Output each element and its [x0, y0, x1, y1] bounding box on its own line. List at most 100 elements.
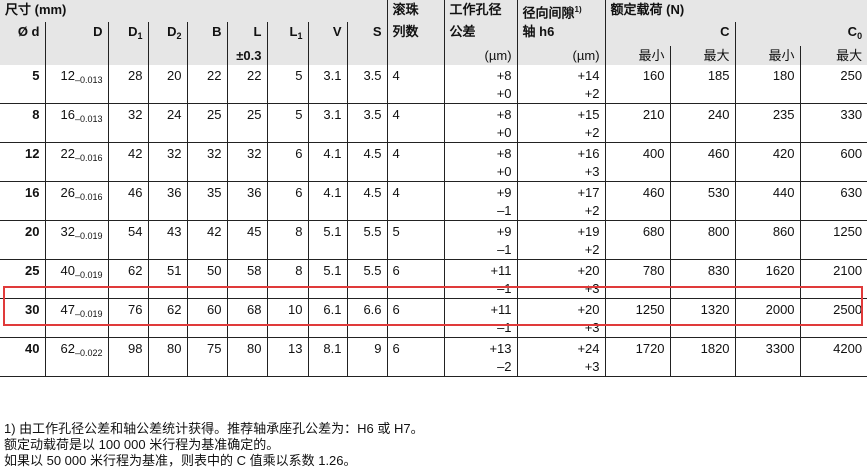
- cell-Cmax: 240: [670, 103, 736, 144]
- cell-D1: 42: [108, 142, 149, 183]
- cell-L: 22: [227, 65, 268, 105]
- cell-L: 58: [227, 259, 268, 300]
- cell-B: 22: [187, 65, 228, 105]
- cell-ball-rows: 5: [386, 220, 445, 261]
- cell-C0max: 250: [800, 65, 867, 105]
- cell-C0max: 4200: [800, 337, 867, 378]
- cell-Cmin: 1720: [605, 337, 671, 378]
- cell-D2: 32: [148, 142, 188, 183]
- cell-L1: 5: [267, 103, 309, 144]
- cell-L1: 6: [267, 181, 309, 222]
- bore-unit: (µm): [444, 46, 518, 66]
- cell-Cmax: 530: [670, 181, 736, 222]
- cell-d: 5: [0, 65, 46, 105]
- cell-S: 5.5: [347, 220, 388, 261]
- cell-D2: 62: [148, 298, 188, 339]
- cell-ball-rows: 4: [386, 142, 445, 183]
- cell-ball-rows: 4: [386, 103, 445, 144]
- cell-C0min: 2000: [735, 298, 801, 339]
- cell-D: 32–0.019: [45, 220, 109, 261]
- cell-D: 22–0.016: [45, 142, 109, 183]
- cell-C0min: 3300: [735, 337, 801, 378]
- cell-C0max: 600: [800, 142, 867, 183]
- cell-bore-tol: +9 –1: [444, 220, 518, 261]
- cell-D: 12–0.013: [45, 65, 109, 105]
- cell-C0min: 420: [735, 142, 801, 183]
- cell-Cmax: 830: [670, 259, 736, 300]
- cell-D2: 36: [148, 181, 188, 222]
- bore-header: 工作孔径: [444, 0, 518, 23]
- cell-S: 6.6: [347, 298, 388, 339]
- cell-B: 75: [187, 337, 228, 378]
- cell-L: 32: [227, 142, 268, 183]
- cell-B: 50: [187, 259, 228, 300]
- cell-L1: 13: [267, 337, 309, 378]
- cell-S: 5.5: [347, 259, 388, 300]
- table-row: 5 12–0.013 28 20 22 22 5 3.1 3.5 4 +8 +0 +14 +2 160 185…: [0, 65, 867, 105]
- table-row: 20 32–0.019 54 43 42 45 8 5.1 5.5 5 +9 –1 +19 +2 680 80…: [0, 220, 867, 261]
- cell-C0max: 2100: [800, 259, 867, 300]
- cell-C0max: 630: [800, 181, 867, 222]
- cell-Cmax: 800: [670, 220, 736, 261]
- table-row: 25 40–0.019 62 51 50 58 8 5.1 5.5 6 +11 –1 +20 +3 780 8…: [0, 259, 867, 300]
- cell-L1: 10: [267, 298, 309, 339]
- cell-S: 3.5: [347, 65, 388, 105]
- cell-D1: 46: [108, 181, 149, 222]
- cell-ball-rows: 4: [386, 65, 445, 105]
- cell-bore-tol: +8 +0: [444, 103, 518, 144]
- col-D1: D1: [108, 22, 149, 47]
- cell-ball-rows: 4: [386, 181, 445, 222]
- cell-V: 3.1: [308, 65, 348, 105]
- cell-bore-tol: +11 –1: [444, 259, 518, 300]
- cell-D1: 28: [108, 65, 149, 105]
- col-B: B: [187, 22, 228, 47]
- cell-Cmin: 160: [605, 65, 671, 105]
- note-line-2: 如果以 50 000 米行程为基准，则表中的 C 值乘以系数 1.26。: [4, 453, 357, 468]
- col-D: D: [45, 22, 109, 47]
- cell-clearance: +16 +3: [517, 142, 606, 183]
- cell-B: 60: [187, 298, 228, 339]
- C-min: 最小: [605, 46, 671, 66]
- cell-L: 45: [227, 220, 268, 261]
- cell-C0max: 330: [800, 103, 867, 144]
- cell-bore-tol: +8 +0: [444, 142, 518, 183]
- cell-clearance: +20 +3: [517, 298, 606, 339]
- cell-D2: 51: [148, 259, 188, 300]
- cell-B: 25: [187, 103, 228, 144]
- cell-D1: 32: [108, 103, 149, 144]
- cell-D1: 54: [108, 220, 149, 261]
- table-row: 16 26–0.016 46 36 35 36 6 4.1 4.5 4 +9 –1 +17 +2 460 53…: [0, 181, 867, 222]
- cell-L: 25: [227, 103, 268, 144]
- cell-S: 4.5: [347, 142, 388, 183]
- cell-Cmin: 680: [605, 220, 671, 261]
- cell-L: 80: [227, 337, 268, 378]
- cell-S: 9: [347, 337, 388, 378]
- cell-Cmin: 210: [605, 103, 671, 144]
- cell-bore-tol: +9 –1: [444, 181, 518, 222]
- cell-Cmin: 780: [605, 259, 671, 300]
- col-L: L: [227, 22, 268, 47]
- cell-Cmin: 460: [605, 181, 671, 222]
- note-line-1: 额定动载荷是以 100 000 米行程为基准确定的。: [4, 437, 280, 452]
- bearing-table: 尺寸 (mm) 滚珠 工作孔径 径向间隙1) 额定载荷 (N) Ø d D D1…: [0, 0, 867, 378]
- cell-C0min: 1620: [735, 259, 801, 300]
- cell-Cmax: 1320: [670, 298, 736, 339]
- bore-header-2: 公差: [444, 22, 518, 47]
- cell-V: 4.1: [308, 142, 348, 183]
- cell-ball-rows: 6: [386, 298, 445, 339]
- L-tolerance: ±0.3: [227, 46, 268, 66]
- cell-C0max: 2500: [800, 298, 867, 339]
- col-C0: C0: [735, 22, 867, 47]
- cell-clearance: +20 +3: [517, 259, 606, 300]
- cell-B: 32: [187, 142, 228, 183]
- cell-B: 42: [187, 220, 228, 261]
- load-header: 额定载荷 (N): [605, 0, 867, 23]
- cell-L1: 5: [267, 65, 309, 105]
- col-L1: L1: [267, 22, 309, 47]
- cell-D2: 43: [148, 220, 188, 261]
- clearance-header-2: 轴 h6: [517, 22, 606, 47]
- col-C: C: [605, 22, 736, 47]
- cell-clearance: +24 +3: [517, 337, 606, 378]
- col-S: S: [347, 22, 388, 47]
- cell-D2: 20: [148, 65, 188, 105]
